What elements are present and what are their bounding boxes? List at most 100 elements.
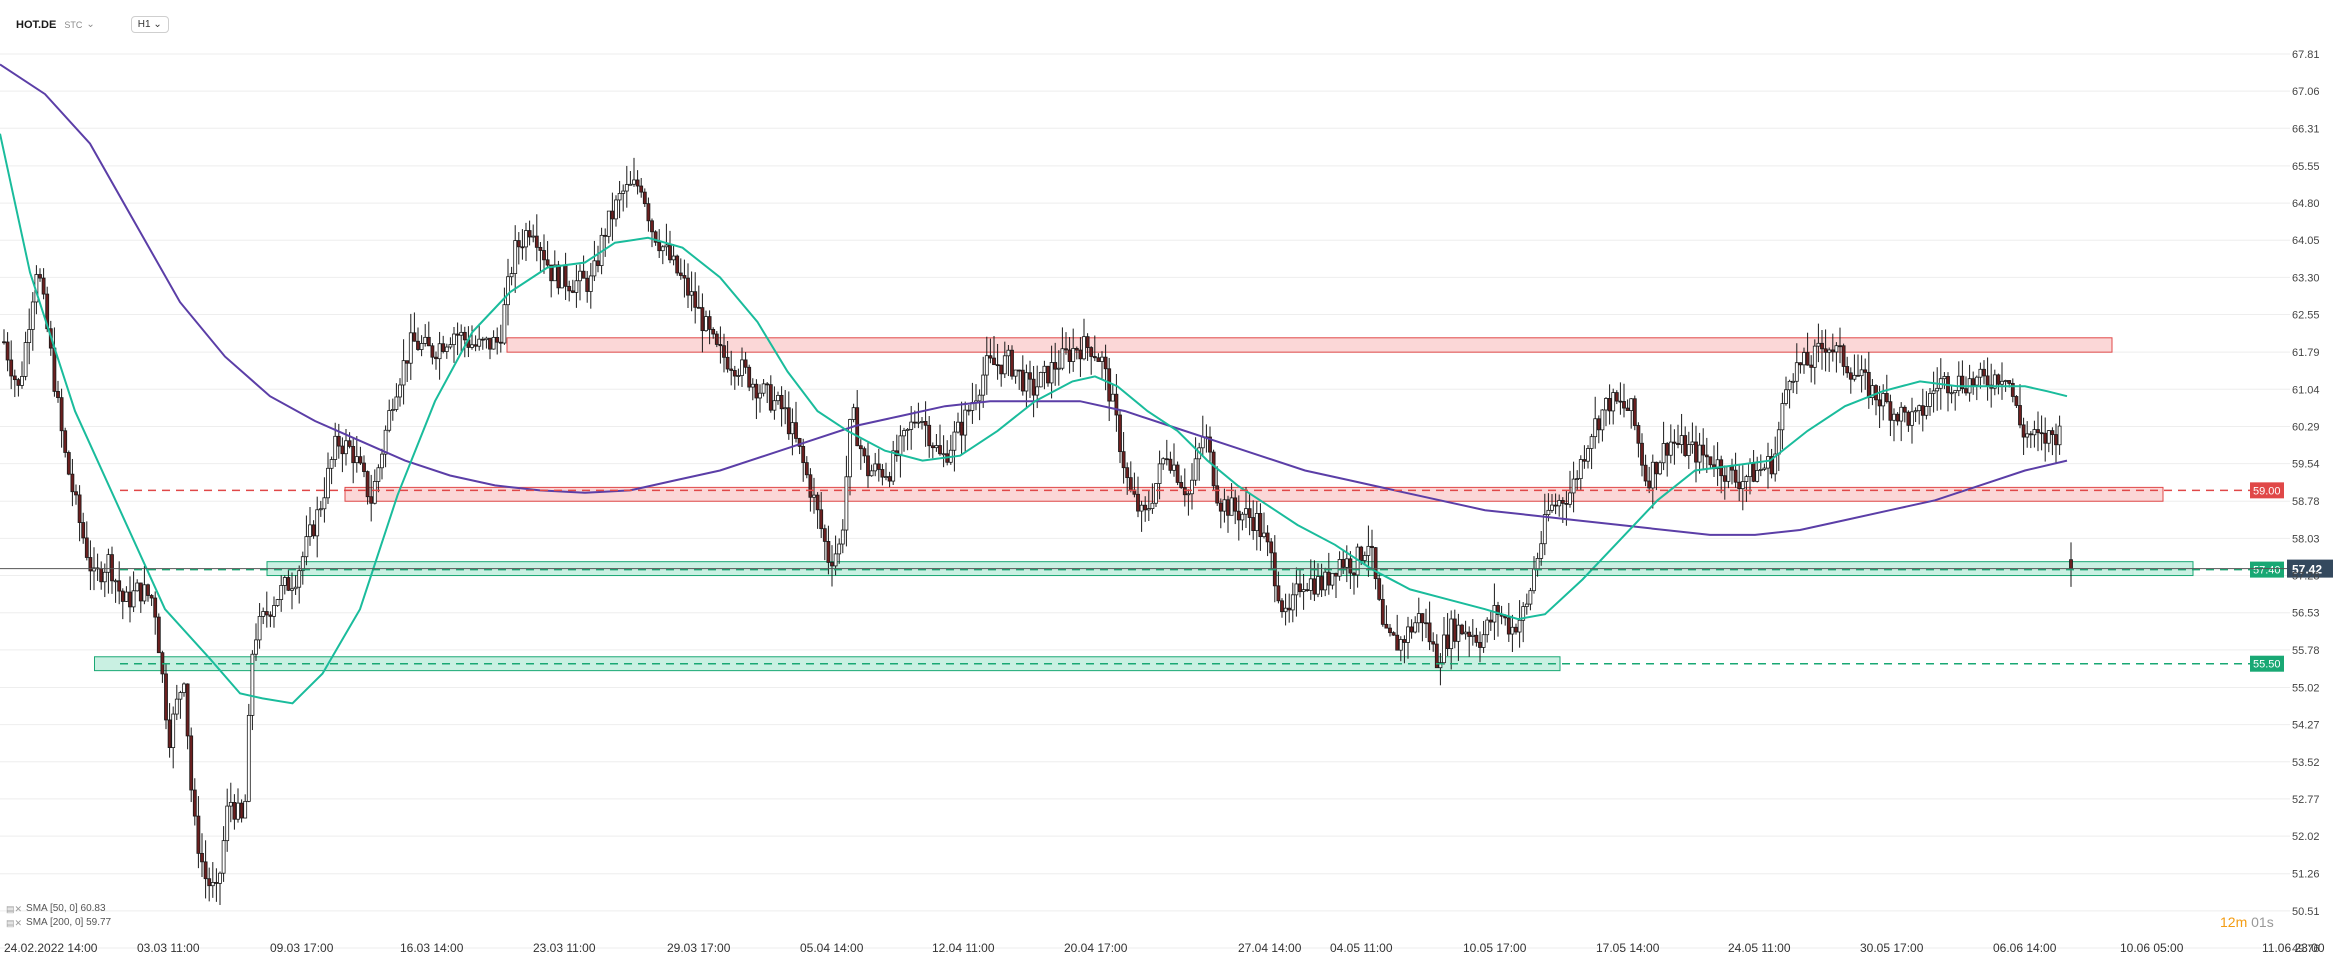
candle-body <box>189 735 194 791</box>
resistance-zone <box>506 337 2113 353</box>
candle-body <box>1434 643 1439 669</box>
candle-body <box>81 522 86 539</box>
candle-body <box>1139 504 1144 512</box>
candle-body <box>1323 571 1328 591</box>
candle-body <box>1931 390 1936 394</box>
candle-body <box>1215 485 1220 504</box>
candle-body <box>984 355 989 376</box>
candle-body <box>696 306 701 309</box>
level-tag-label: 55.50 <box>2253 659 2281 671</box>
candle-body <box>210 882 215 887</box>
candle-body <box>2000 380 2004 385</box>
candle-body <box>725 356 730 370</box>
candle-body <box>1064 348 1068 351</box>
candle-body <box>1715 459 1720 470</box>
symbol-label[interactable]: HOT.DE <box>16 18 57 31</box>
timeframe-select[interactable]: H1 ⌄ <box>130 16 169 33</box>
candle-body <box>376 467 381 482</box>
candle-body <box>390 409 395 411</box>
candle-body <box>671 255 676 261</box>
candle-body <box>1643 464 1648 482</box>
candle-body <box>732 370 737 377</box>
candle-body <box>520 246 525 249</box>
candle-body <box>1802 352 1806 366</box>
candle-body <box>2 341 6 344</box>
candle-body <box>1107 368 1112 402</box>
candle-body <box>45 293 50 330</box>
candle-body <box>1607 398 1612 412</box>
candle-body <box>1740 481 1745 490</box>
candles <box>2 157 2073 906</box>
candle-body <box>1629 398 1634 411</box>
candle-body <box>977 394 982 402</box>
candle-body <box>1391 632 1396 636</box>
candle-body <box>1103 356 1108 370</box>
x-tick-label: 24.05 11:00 <box>1728 941 1791 955</box>
candle-body <box>1805 352 1810 366</box>
candle-body <box>1776 429 1781 455</box>
candle-body <box>1744 476 1749 482</box>
candle-body <box>20 375 24 386</box>
chevron-down-icon[interactable]: ⌄ <box>86 19 95 30</box>
candle-body <box>1658 462 1662 475</box>
candle-body <box>1593 418 1598 438</box>
candle-body <box>254 639 258 655</box>
candle-body <box>1096 357 1101 362</box>
x-tick-label: 03.03 11:00 <box>137 941 200 955</box>
candle-body <box>959 421 964 436</box>
legend-item-sma200[interactable]: ▤✕ SMA [200, 0] 59.77 <box>6 916 111 930</box>
candle-body <box>236 802 240 820</box>
candle-body <box>124 591 129 602</box>
candle-body <box>578 270 582 282</box>
candle-body <box>2025 433 2030 438</box>
candle-body <box>1935 387 1940 392</box>
candle-body <box>1452 618 1457 642</box>
y-tick-label: 56.53 <box>2292 608 2320 620</box>
candle-body <box>1082 336 1086 360</box>
y-tick-label: 62.55 <box>2292 310 2320 322</box>
candle-body <box>156 616 161 654</box>
candle-body <box>1258 513 1263 538</box>
candle-body <box>606 210 611 237</box>
candle-body <box>1193 458 1198 481</box>
y-tick-label: 53.52 <box>2292 757 2320 769</box>
candle-body <box>722 345 726 358</box>
candle-body <box>1564 502 1569 505</box>
candle-body <box>171 713 176 748</box>
candle-body <box>1755 469 1760 482</box>
y-tick-label: 67.06 <box>2292 86 2320 98</box>
candle-body <box>837 543 842 555</box>
candle-body <box>131 590 136 608</box>
candle-body <box>963 409 968 436</box>
candle-body <box>1604 398 1608 411</box>
candle-body <box>1154 483 1158 504</box>
candle-body <box>826 541 831 563</box>
candle-body <box>405 360 410 364</box>
candle-body <box>1366 545 1371 556</box>
candle-body <box>1784 389 1788 404</box>
candle-body <box>1877 399 1882 407</box>
candle-body <box>1053 362 1058 370</box>
indicator-icon: ▤✕ <box>6 904 23 914</box>
legend-item-sma50[interactable]: ▤✕ SMA [50, 0] 60.83 <box>6 902 111 916</box>
candle-body <box>930 445 935 449</box>
candle-body <box>1985 375 1990 386</box>
candle-body <box>41 277 46 295</box>
candle-body <box>1028 372 1032 380</box>
candle-body <box>326 467 330 499</box>
candle-body <box>754 383 759 399</box>
candle-body <box>905 428 910 431</box>
candle-body <box>196 815 201 854</box>
legend-label: SMA [200, 0] 59.77 <box>26 917 112 928</box>
candle-body <box>394 396 399 410</box>
candle-body <box>801 446 806 464</box>
candle-body <box>1056 367 1061 370</box>
candle-body <box>678 272 683 276</box>
candle-body <box>1557 500 1562 507</box>
candle-body <box>686 277 690 296</box>
candle-body <box>1395 634 1400 651</box>
candle-body <box>1006 349 1011 357</box>
candle-body <box>1697 444 1702 463</box>
candle-body <box>768 384 773 411</box>
